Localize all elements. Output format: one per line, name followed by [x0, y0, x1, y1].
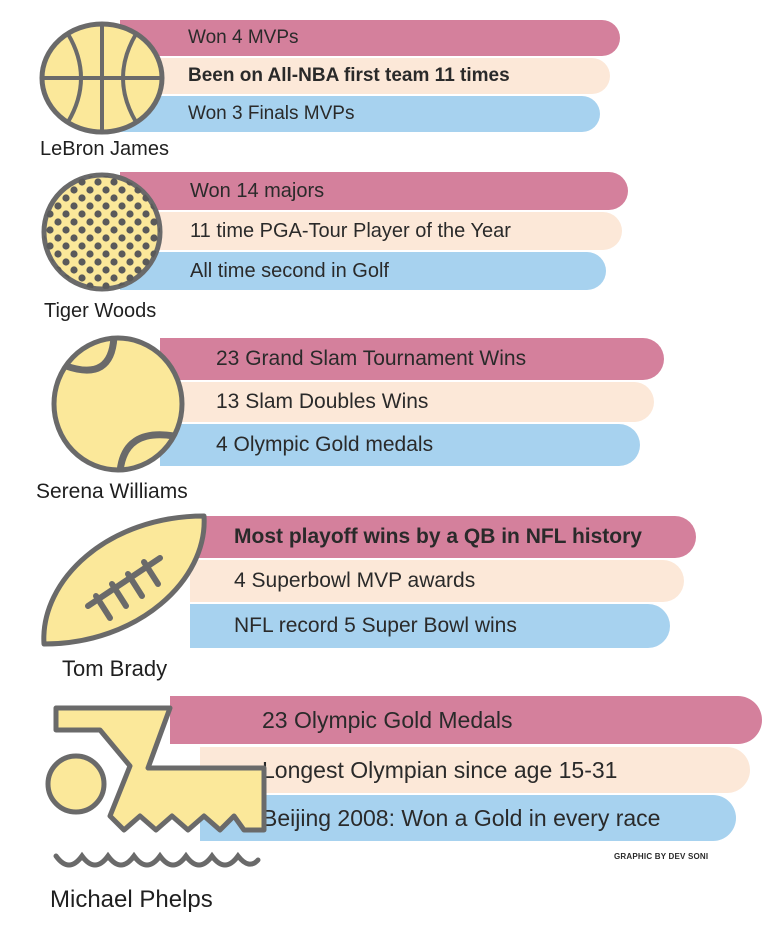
fact-text: Beijing 2008: Won a Gold in every race [262, 804, 661, 831]
fact-text: Most playoff wins by a QB in NFL history [234, 525, 642, 548]
fact-text: Won 4 MVPs [188, 27, 299, 48]
fact-bar: Won 14 majors [120, 172, 628, 210]
swimmer-icon [45, 705, 267, 868]
fact-bar: All time second in Golf [120, 252, 606, 290]
fact-text: All time second in Golf [190, 259, 389, 282]
fact-text: Longest Olympian since age 15-31 [262, 756, 618, 783]
fact-bar: Been on All-NBA first team 11 times [120, 58, 610, 94]
fact-text: 4 Olympic Gold medals [216, 433, 434, 456]
athlete-name: Tiger Woods [44, 300, 157, 322]
fact-text: Won 3 Finals MVPs [188, 103, 355, 124]
fact-bar: 23 Olympic Gold Medals [170, 696, 762, 744]
fact-text: NFL record 5 Super Bowl wins [234, 614, 517, 637]
basketball-icon [39, 21, 165, 135]
athlete-name: LeBron James [40, 138, 169, 160]
fact-bar: 13 Slam Doubles Wins [160, 382, 654, 422]
fact-text: Won 14 majors [190, 179, 325, 202]
graphic-credit: GRAPHIC BY DEV SONI [614, 852, 709, 861]
fact-text: 13 Slam Doubles Wins [216, 390, 429, 413]
fact-bar: Won 3 Finals MVPs [120, 96, 600, 132]
golf-ball-icon [41, 172, 163, 292]
tennis-ball-icon [51, 335, 185, 473]
fact-bar: Most playoff wins by a QB in NFL history [190, 516, 696, 558]
fact-bar: Longest Olympian since age 15-31 [200, 747, 750, 793]
fact-bar: Beijing 2008: Won a Gold in every race [200, 795, 736, 841]
fact-text: 23 Olympic Gold Medals [262, 706, 513, 733]
fact-bar: Won 4 MVPs [120, 20, 620, 56]
athlete-name: Tom Brady [62, 656, 168, 681]
fact-text: Been on All-NBA first team 11 times [188, 65, 510, 86]
fact-text: 23 Grand Slam Tournament Wins [216, 347, 527, 370]
fact-bar: NFL record 5 Super Bowl wins [190, 604, 670, 648]
fact-text: 4 Superbowl MVP awards [234, 569, 476, 592]
fact-bar: 23 Grand Slam Tournament Wins [160, 338, 664, 380]
fact-bar: 4 Superbowl MVP awards [190, 560, 684, 602]
football-icon [41, 513, 207, 647]
athlete-name: Michael Phelps [50, 886, 213, 913]
fact-bar: 11 time PGA-Tour Player of the Year [120, 212, 622, 250]
fact-bar: 4 Olympic Gold medals [160, 424, 640, 466]
athlete-name: Serena Williams [36, 480, 188, 503]
fact-text: 11 time PGA-Tour Player of the Year [190, 219, 511, 242]
